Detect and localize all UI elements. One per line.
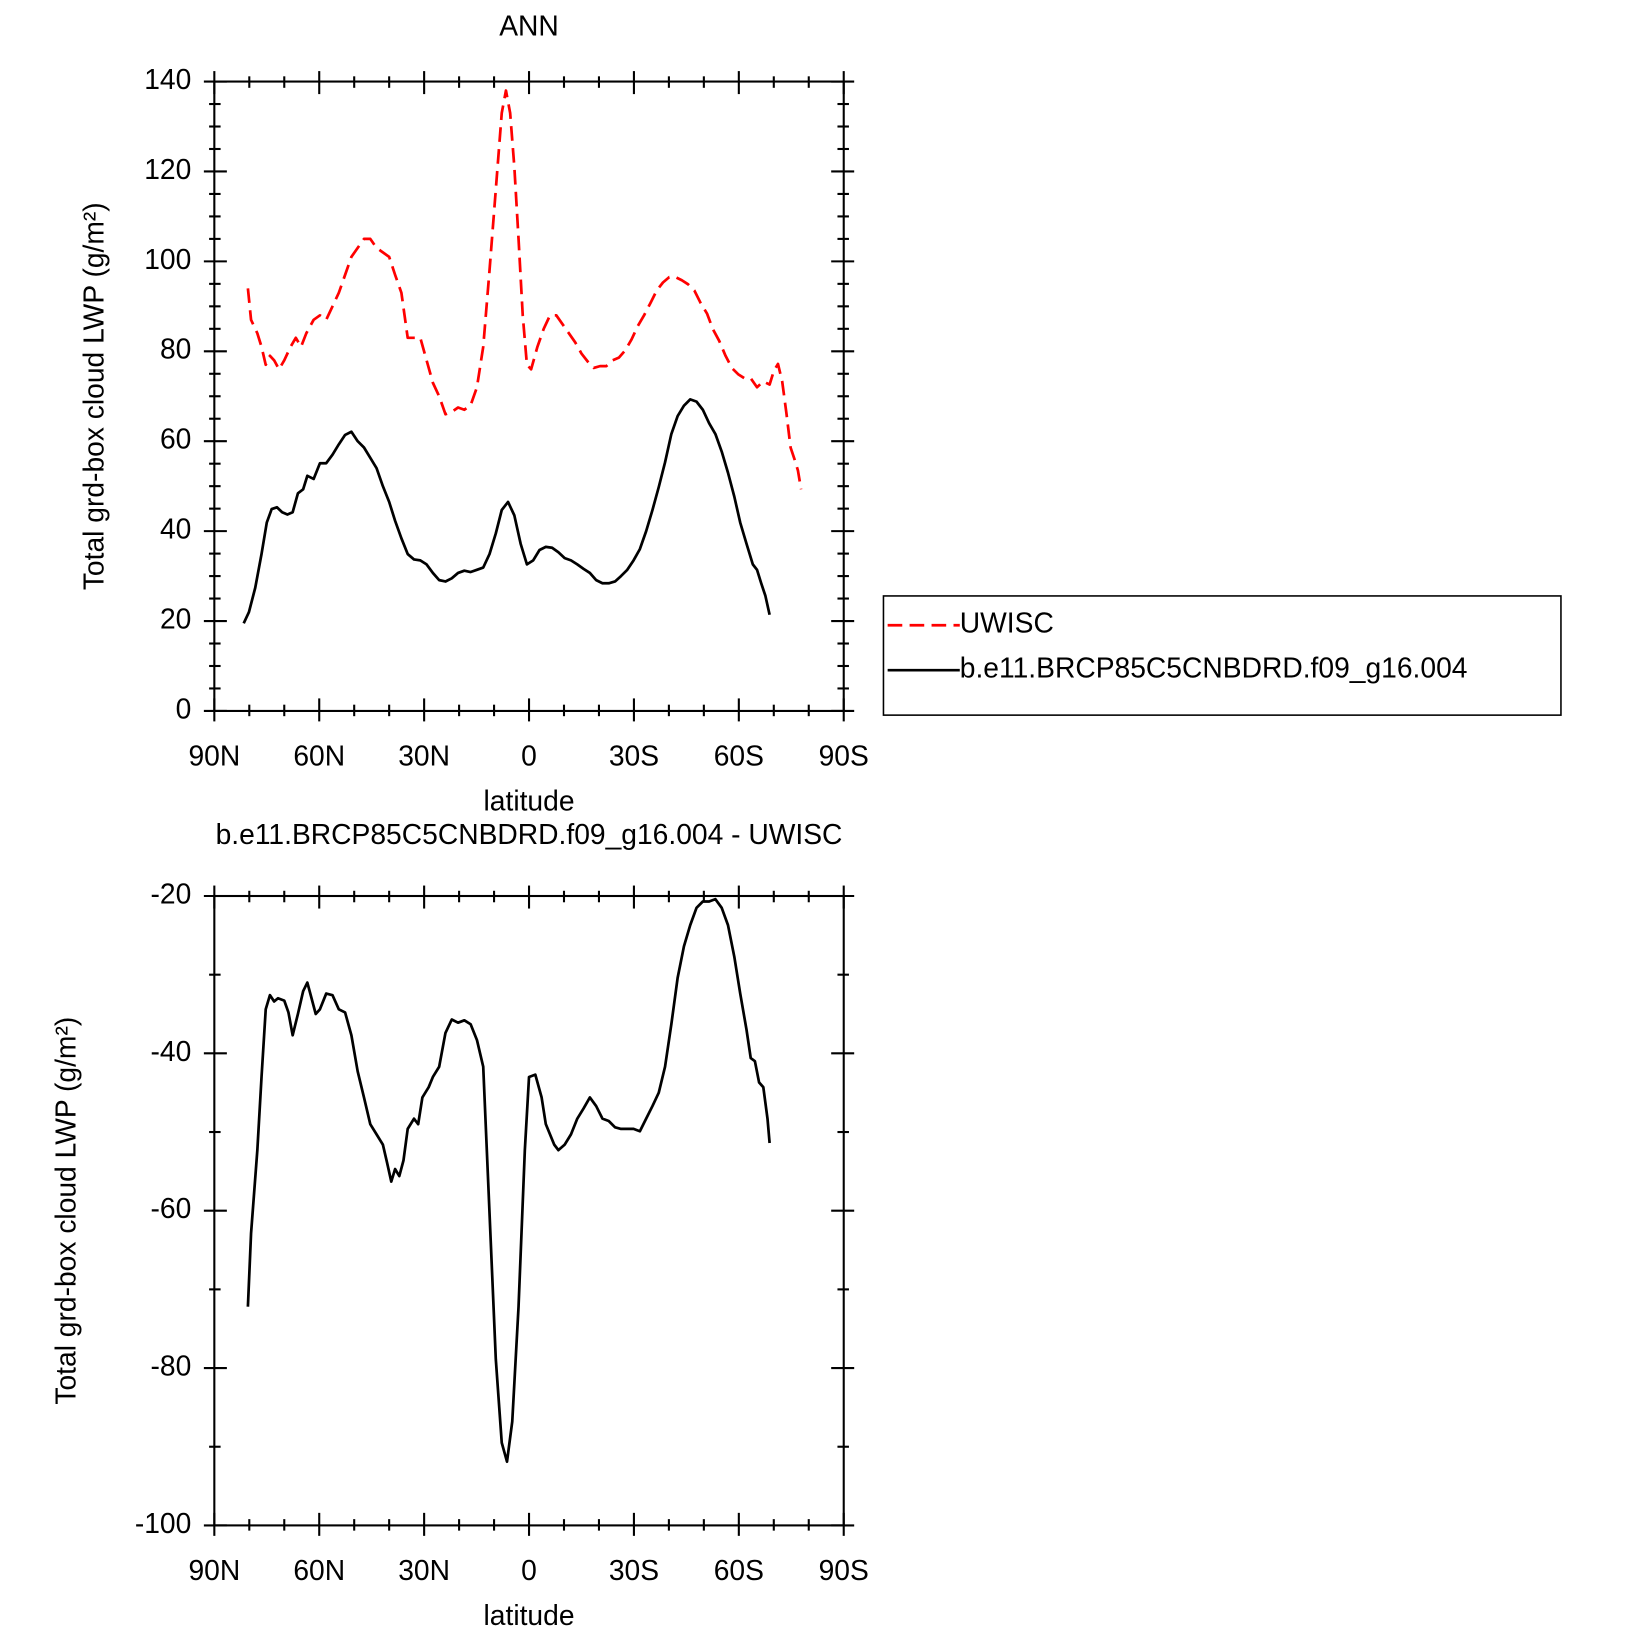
legend-label: UWISC <box>960 607 1054 639</box>
data-line <box>242 398 771 624</box>
chart-title: ANN <box>499 10 559 42</box>
x-tick-label: 90S <box>819 739 869 771</box>
y-axis-label: Total grd-box cloud LWP (g/m²) <box>78 202 110 590</box>
x-tick-label: 60S <box>714 1554 764 1586</box>
x-tick-label: 0 <box>521 1554 537 1586</box>
x-tick-label: 90N <box>188 1554 240 1586</box>
x-axis-label: latitude <box>484 784 575 816</box>
legend-label: b.e11.BRCP85C5CNBDRD.f09_g16.004 <box>960 652 1468 684</box>
x-axis-label: latitude <box>484 1599 575 1631</box>
x-tick-label: 30N <box>398 1554 450 1586</box>
x-tick-label: 0 <box>521 739 537 771</box>
x-tick-label: 60N <box>293 739 345 771</box>
data-line <box>246 897 771 1464</box>
y-tick-label: 60 <box>160 423 191 455</box>
x-tick-label: 60S <box>714 739 764 771</box>
plot-frame <box>213 80 845 712</box>
y-tick-label: -60 <box>151 1192 192 1224</box>
data-line <box>246 89 803 490</box>
y-tick-label: 120 <box>144 153 191 185</box>
x-tick-label: 30N <box>398 739 450 771</box>
legend-box <box>882 595 1562 716</box>
y-tick-label: -100 <box>135 1507 191 1539</box>
x-tick-label: 90S <box>819 1554 869 1586</box>
x-tick-label: 30S <box>609 739 659 771</box>
y-tick-label: 80 <box>160 333 191 365</box>
chart-title: b.e11.BRCP85C5CNBDRD.f09_g16.004 - UWISC <box>216 818 843 850</box>
y-tick-label: 40 <box>160 513 191 545</box>
x-tick-label: 60N <box>293 1554 345 1586</box>
plot-frame <box>213 894 845 1527</box>
y-tick-label: 100 <box>144 243 191 275</box>
x-tick-label: 90N <box>188 739 240 771</box>
y-tick-label: 140 <box>144 63 191 95</box>
y-tick-label: 20 <box>160 602 191 634</box>
x-tick-label: 30S <box>609 1554 659 1586</box>
y-tick-label: -40 <box>151 1035 192 1067</box>
y-axis-label: Total grd-box cloud LWP (g/m²) <box>49 1017 81 1405</box>
y-tick-label: -20 <box>151 877 192 909</box>
y-tick-label: -80 <box>151 1350 192 1382</box>
y-tick-label: 0 <box>176 692 192 724</box>
